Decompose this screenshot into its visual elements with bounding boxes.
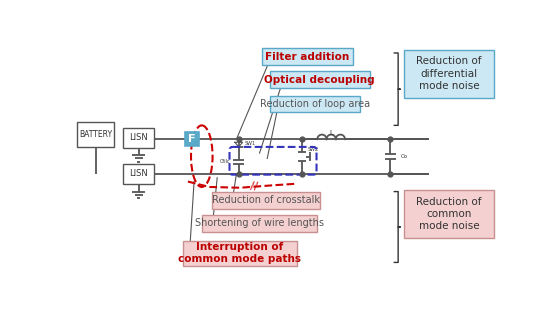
Text: L: L bbox=[329, 130, 333, 136]
Bar bbox=[123, 164, 154, 184]
Text: Reduction of crosstalk: Reduction of crosstalk bbox=[212, 195, 320, 205]
Bar bbox=[404, 190, 494, 238]
Bar bbox=[182, 241, 296, 265]
Text: Reduction of
differential
mode noise: Reduction of differential mode noise bbox=[416, 56, 481, 91]
Text: //: // bbox=[250, 181, 259, 191]
Text: BATTERY: BATTERY bbox=[79, 130, 112, 139]
Bar bbox=[77, 122, 114, 147]
Text: Reduction of
common
mode noise: Reduction of common mode noise bbox=[416, 197, 481, 231]
Text: LISN: LISN bbox=[130, 133, 148, 142]
Bar bbox=[202, 215, 317, 231]
Text: F: F bbox=[188, 134, 196, 144]
Bar bbox=[270, 96, 360, 111]
Text: Filter addition: Filter addition bbox=[265, 52, 349, 62]
Bar bbox=[270, 71, 370, 88]
Text: Reduction of loop area: Reduction of loop area bbox=[260, 99, 370, 109]
Text: Optical decoupling: Optical decoupling bbox=[264, 75, 375, 85]
Text: LISN: LISN bbox=[130, 170, 148, 178]
Text: Shortening of wire lengths: Shortening of wire lengths bbox=[195, 218, 324, 228]
Text: Co: Co bbox=[401, 154, 408, 159]
Text: SW1: SW1 bbox=[244, 141, 255, 146]
Text: Interruption of
common mode paths: Interruption of common mode paths bbox=[178, 242, 301, 264]
Bar bbox=[212, 192, 320, 209]
Bar bbox=[123, 128, 154, 148]
Text: Cfilc: Cfilc bbox=[220, 159, 230, 164]
Text: SW2: SW2 bbox=[307, 147, 319, 152]
Bar bbox=[185, 132, 198, 146]
Bar bbox=[404, 50, 494, 98]
Bar bbox=[262, 48, 353, 65]
